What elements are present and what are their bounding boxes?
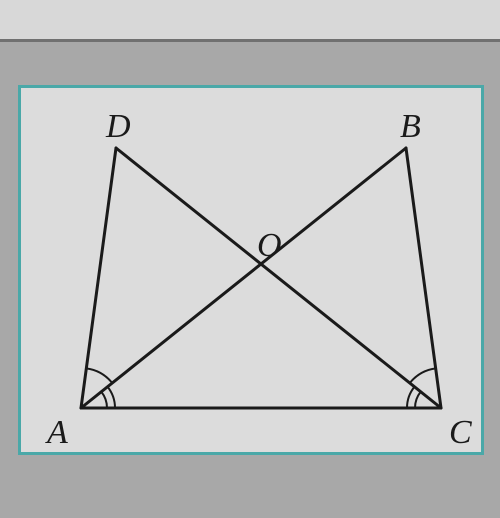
point-label-D: D [106, 108, 131, 146]
point-label-O: O [257, 227, 282, 265]
figure-box: A C D B O [18, 85, 484, 455]
top-bar [0, 0, 500, 42]
point-label-B: B [400, 108, 421, 146]
point-label-A: A [47, 414, 68, 452]
point-label-C: C [449, 414, 472, 452]
